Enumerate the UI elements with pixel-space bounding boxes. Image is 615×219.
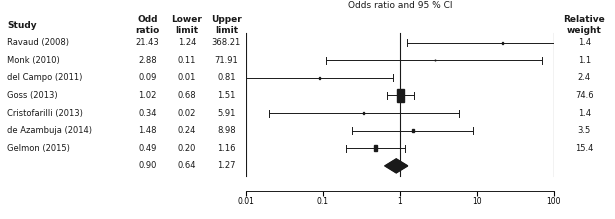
Text: 0.64: 0.64 (178, 161, 196, 170)
Text: del Campo (2011): del Campo (2011) (7, 73, 83, 82)
Text: Study: Study (7, 21, 37, 30)
Text: 2.88: 2.88 (138, 56, 157, 65)
Text: Ravaud (2008): Ravaud (2008) (7, 38, 69, 47)
Text: 368.21: 368.21 (212, 38, 241, 47)
Text: 0.01: 0.01 (178, 73, 196, 82)
Text: 3.5: 3.5 (577, 126, 591, 135)
Text: 0.68: 0.68 (178, 91, 196, 100)
Text: 0.34: 0.34 (138, 109, 157, 118)
Text: Monk (2010): Monk (2010) (7, 56, 60, 65)
Text: 1.4: 1.4 (577, 109, 591, 118)
Polygon shape (385, 159, 408, 173)
Text: 1.1: 1.1 (577, 56, 591, 65)
Text: 21.43: 21.43 (136, 38, 159, 47)
Text: 1.02: 1.02 (138, 91, 157, 100)
Text: Odd
ratio: Odd ratio (135, 15, 160, 35)
Polygon shape (363, 112, 364, 114)
Text: 0.02: 0.02 (178, 109, 196, 118)
Text: Upper
limit: Upper limit (211, 15, 242, 35)
Text: Relative
weight: Relative weight (563, 15, 605, 35)
Text: 1.27: 1.27 (217, 161, 236, 170)
Text: 0.09: 0.09 (138, 73, 157, 82)
Text: Goss (2013): Goss (2013) (7, 91, 58, 100)
Polygon shape (412, 129, 413, 132)
Text: 0.81: 0.81 (217, 73, 236, 82)
Text: 1.4: 1.4 (577, 38, 591, 47)
Text: 71.91: 71.91 (215, 56, 238, 65)
Text: 0.20: 0.20 (178, 144, 196, 153)
Text: 15.4: 15.4 (575, 144, 593, 153)
Polygon shape (375, 145, 378, 151)
Text: 74.6: 74.6 (575, 91, 593, 100)
Text: 2.4: 2.4 (577, 73, 591, 82)
Polygon shape (319, 77, 320, 79)
Text: 0.24: 0.24 (178, 126, 196, 135)
Text: 5.91: 5.91 (217, 109, 236, 118)
Text: 0.90: 0.90 (138, 161, 157, 170)
Text: 1.16: 1.16 (217, 144, 236, 153)
Text: 0.11: 0.11 (178, 56, 196, 65)
Text: 1.48: 1.48 (138, 126, 157, 135)
Text: 0.49: 0.49 (138, 144, 157, 153)
Text: 1.51: 1.51 (217, 91, 236, 100)
Text: Lower
limit: Lower limit (172, 15, 202, 35)
Text: 8.98: 8.98 (217, 126, 236, 135)
Text: Cristofarilli (2013): Cristofarilli (2013) (7, 109, 83, 118)
Text: Gelmon (2015): Gelmon (2015) (7, 144, 70, 153)
Title: Odds ratio and 95 % CI: Odds ratio and 95 % CI (347, 1, 452, 10)
Polygon shape (397, 89, 404, 102)
Text: 1.24: 1.24 (178, 38, 196, 47)
Text: de Azambuja (2014): de Azambuja (2014) (7, 126, 92, 135)
